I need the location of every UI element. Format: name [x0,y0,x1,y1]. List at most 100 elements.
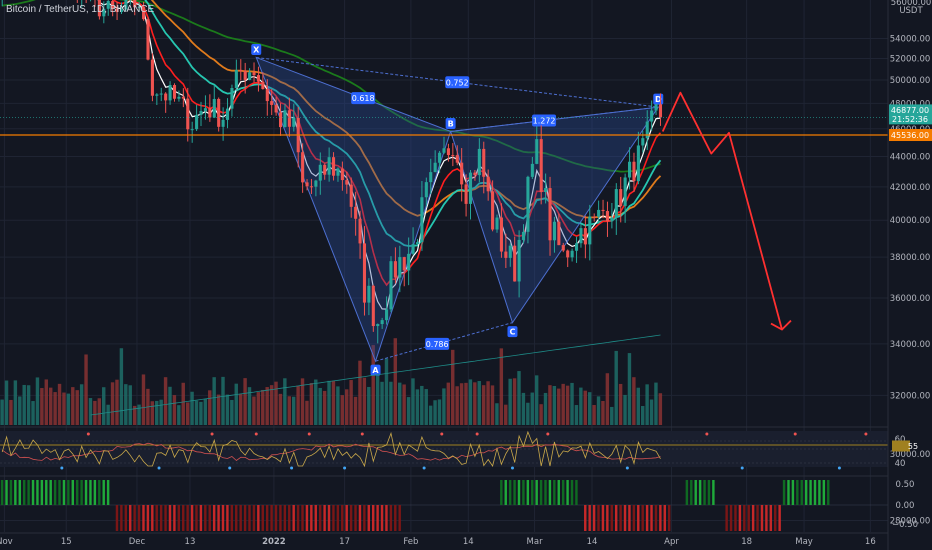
point-badge [370,364,381,376]
volume-bar [97,398,102,425]
ratio-badge [351,92,376,105]
volume-bar [393,338,398,425]
candle-body [654,104,658,111]
osc-bar-green [80,480,83,505]
volume-bar [106,404,110,425]
volume-bars [0,338,663,425]
volume-bar [13,380,18,425]
candle-body [574,243,579,251]
volume-bar [526,402,530,425]
osc-bar-red [288,505,291,531]
osc-tick: −0.50 [892,520,918,530]
point-label: A [372,366,379,375]
candle-body [539,139,543,192]
rsi-dot-red [864,432,868,436]
candle-body [645,121,649,139]
countdown-label: 21:52:36 [892,115,928,124]
volume-bar [455,386,459,425]
volume-bar [534,375,539,425]
volume-bar [163,377,168,425]
osc-bar-red [756,505,759,531]
osc-bar-green [544,480,547,505]
volume-bar [654,382,658,425]
osc-bar-red [371,505,375,531]
volume-bar [57,383,62,425]
volume-bar [543,392,548,425]
osc-bar-green [707,480,711,505]
volume-bar [380,381,384,425]
candle-body [628,161,632,178]
price-tick: 30000.00 [890,450,931,460]
osc-bar-green [75,480,79,505]
osc-bar-red [778,505,781,531]
candle-body [526,176,530,232]
osc-tick: 0.50 [896,480,915,490]
volume-bar [649,399,654,425]
rsi-dot-blue [625,466,629,470]
volume-bar [552,385,557,425]
candle-body [376,324,380,327]
osc-bar-red [230,505,234,531]
osc-bar-green [89,480,92,505]
candle-body [477,148,481,176]
osc-bar-red [769,505,773,531]
volume-bar [128,385,132,425]
osc-bar-green [0,480,4,505]
volume-bar [132,405,137,425]
volume-bar [62,392,66,425]
osc-bar-red [124,505,128,531]
volume-bar [9,399,13,425]
osc-bar-red [619,505,622,531]
volume-bar [614,350,618,425]
volume-bar [420,385,424,425]
volume-bar [517,371,521,425]
candle-body [181,96,185,99]
volume-bar [539,404,543,425]
osc-bar-green [526,480,530,505]
rsi-dot-blue [157,466,161,470]
osc-bar-green [27,480,30,505]
osc-bar-red [137,505,141,531]
rsi-tick: 55 [908,442,918,451]
osc-bar-red [204,505,207,531]
volume-bar [278,393,283,425]
candle-body [323,164,327,175]
volume-bar [26,385,31,425]
candle-body [203,108,207,111]
osc-bar-green [45,480,48,505]
volume-bar [481,385,486,425]
candle-body [411,244,415,254]
osc-tick: 0.00 [896,501,915,511]
volume-bar [137,404,141,425]
volume-bar [141,374,146,425]
rsi-dot-red [440,432,444,436]
rsi-panel [0,426,888,470]
volume-bar [75,390,79,425]
candle-body [504,251,508,258]
rsi-dot-red [254,432,258,436]
osc-bar-red [327,505,331,531]
osc-bar-red [318,505,322,531]
candle-body [544,188,548,192]
volume-bar [336,386,340,425]
rsi-dot-blue [228,466,232,470]
volume-bar [640,406,645,425]
candle-body [619,189,623,206]
candle-body [102,8,106,17]
candle-body [309,186,314,188]
osc-bar-red [217,505,220,531]
osc-bar-red [354,505,357,531]
volume-bar [84,354,88,425]
volume-bar [587,392,592,425]
osc-bar-green [535,480,538,505]
candle-body [455,155,459,163]
candle-body [172,85,177,99]
candle-body [495,217,499,230]
osc-bar-red [637,505,640,531]
osc-bar-red [663,505,666,531]
osc-bar-green [791,480,795,505]
volume-bar [110,382,115,425]
chart-title: Bitcoin / TetherUS, 1D, BINANCE [6,4,155,15]
osc-bar-green [557,480,560,505]
